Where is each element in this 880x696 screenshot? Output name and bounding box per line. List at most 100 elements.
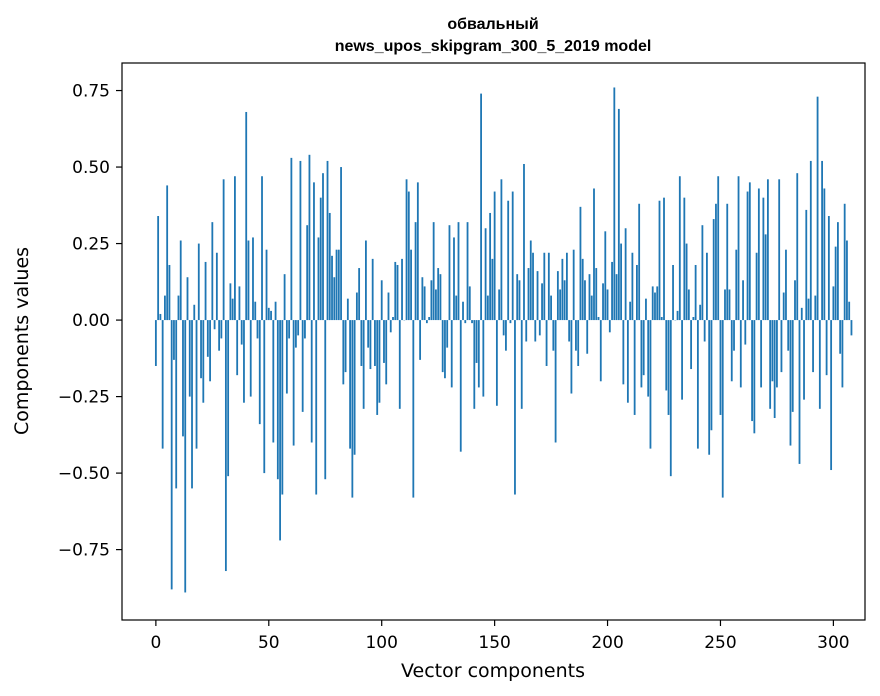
bar-180 [561, 258, 564, 321]
bar-142 [475, 320, 478, 363]
bar-70 [313, 182, 315, 321]
bar-281 [789, 320, 792, 446]
y-tick-label: −0.50 [58, 464, 110, 484]
bar-66 [304, 320, 306, 339]
bar-203 [613, 87, 616, 321]
bar-290 [809, 160, 812, 321]
bar-289 [807, 298, 810, 321]
bar-241 [699, 304, 702, 321]
bar-19 [197, 243, 200, 321]
bar-166 [529, 240, 532, 321]
bar-155 [505, 320, 507, 351]
bar-24 [209, 320, 211, 382]
bar-141 [473, 320, 476, 409]
bar-208 [624, 228, 627, 321]
bar-196 [597, 317, 600, 321]
bar-116 [416, 182, 419, 321]
bar-277 [780, 320, 783, 373]
bar-126 [439, 274, 442, 321]
bar-217 [645, 298, 647, 321]
bar-207 [622, 320, 625, 385]
bar-298 [827, 216, 830, 321]
bar-17 [193, 304, 196, 321]
bar-252 [724, 289, 726, 321]
bar-157 [509, 320, 512, 324]
bar-77 [328, 212, 331, 321]
bar-15 [188, 320, 191, 397]
bar-215 [640, 320, 643, 388]
bar-27 [215, 252, 218, 321]
bar-22 [204, 261, 207, 321]
bar-227 [667, 320, 670, 415]
bar-18 [195, 320, 198, 449]
bar-185 [572, 249, 575, 321]
bar-244 [706, 252, 708, 321]
bar-106 [394, 261, 397, 321]
bar-57 [283, 274, 286, 321]
bar-51 [270, 310, 272, 321]
bar-114 [412, 320, 415, 498]
bar-73 [319, 197, 322, 321]
bar-150 [493, 191, 496, 321]
bar-303 [839, 320, 842, 354]
bar-117 [419, 320, 422, 360]
bar-98 [376, 320, 379, 415]
bar-3 [161, 320, 164, 449]
bar-96 [371, 258, 374, 321]
bar-245 [708, 320, 711, 455]
bar-122 [430, 280, 433, 321]
bar-136 [462, 301, 464, 321]
bar-237 [690, 320, 693, 370]
bar-78 [331, 255, 333, 321]
bar-171 [541, 283, 543, 321]
bar-139 [468, 286, 471, 321]
bar-214 [638, 203, 641, 321]
bar-46 [258, 320, 261, 425]
bar-184 [570, 320, 573, 394]
bar-190 [584, 280, 586, 321]
bar-164 [525, 320, 528, 342]
bar-248 [715, 203, 717, 321]
bar-268 [760, 320, 763, 388]
bar-109 [401, 258, 403, 321]
bar-105 [392, 317, 394, 321]
bar-302 [837, 222, 839, 321]
bar-9 [175, 320, 178, 489]
bar-229 [672, 264, 674, 321]
bar-262 [746, 191, 749, 321]
bar-258 [737, 176, 740, 321]
bar-188 [579, 206, 582, 321]
bar-90 [358, 268, 361, 321]
bar-280 [787, 320, 790, 351]
bar-81 [337, 249, 340, 321]
bar-68 [308, 154, 311, 321]
bar-65 [301, 320, 304, 412]
bar-71 [315, 320, 318, 495]
bar-200 [606, 289, 609, 321]
bar-132 [453, 237, 455, 321]
bar-253 [726, 203, 729, 321]
y-axis-label: Components values [11, 247, 33, 435]
bar-31 [224, 320, 227, 572]
bar-292 [814, 295, 817, 321]
y-tick-label: −0.75 [58, 541, 110, 561]
bar-32 [227, 320, 230, 477]
bar-205 [617, 108, 620, 321]
x-tick-label: 200 [591, 633, 623, 653]
bar-60 [290, 157, 293, 321]
bar-5 [166, 185, 169, 321]
bar-296 [823, 188, 826, 321]
bar-287 [803, 320, 805, 400]
bar-305 [843, 203, 846, 321]
bar-295 [821, 160, 823, 321]
bar-261 [744, 320, 747, 345]
bar-38 [240, 320, 243, 345]
bar-72 [317, 237, 320, 321]
bar-4 [164, 295, 166, 321]
bar-218 [647, 320, 650, 397]
bar-43 [252, 237, 254, 321]
bar-243 [703, 320, 706, 342]
y-tick-label: 0.75 [72, 82, 110, 102]
bar-56 [281, 320, 284, 495]
bar-278 [782, 292, 785, 321]
